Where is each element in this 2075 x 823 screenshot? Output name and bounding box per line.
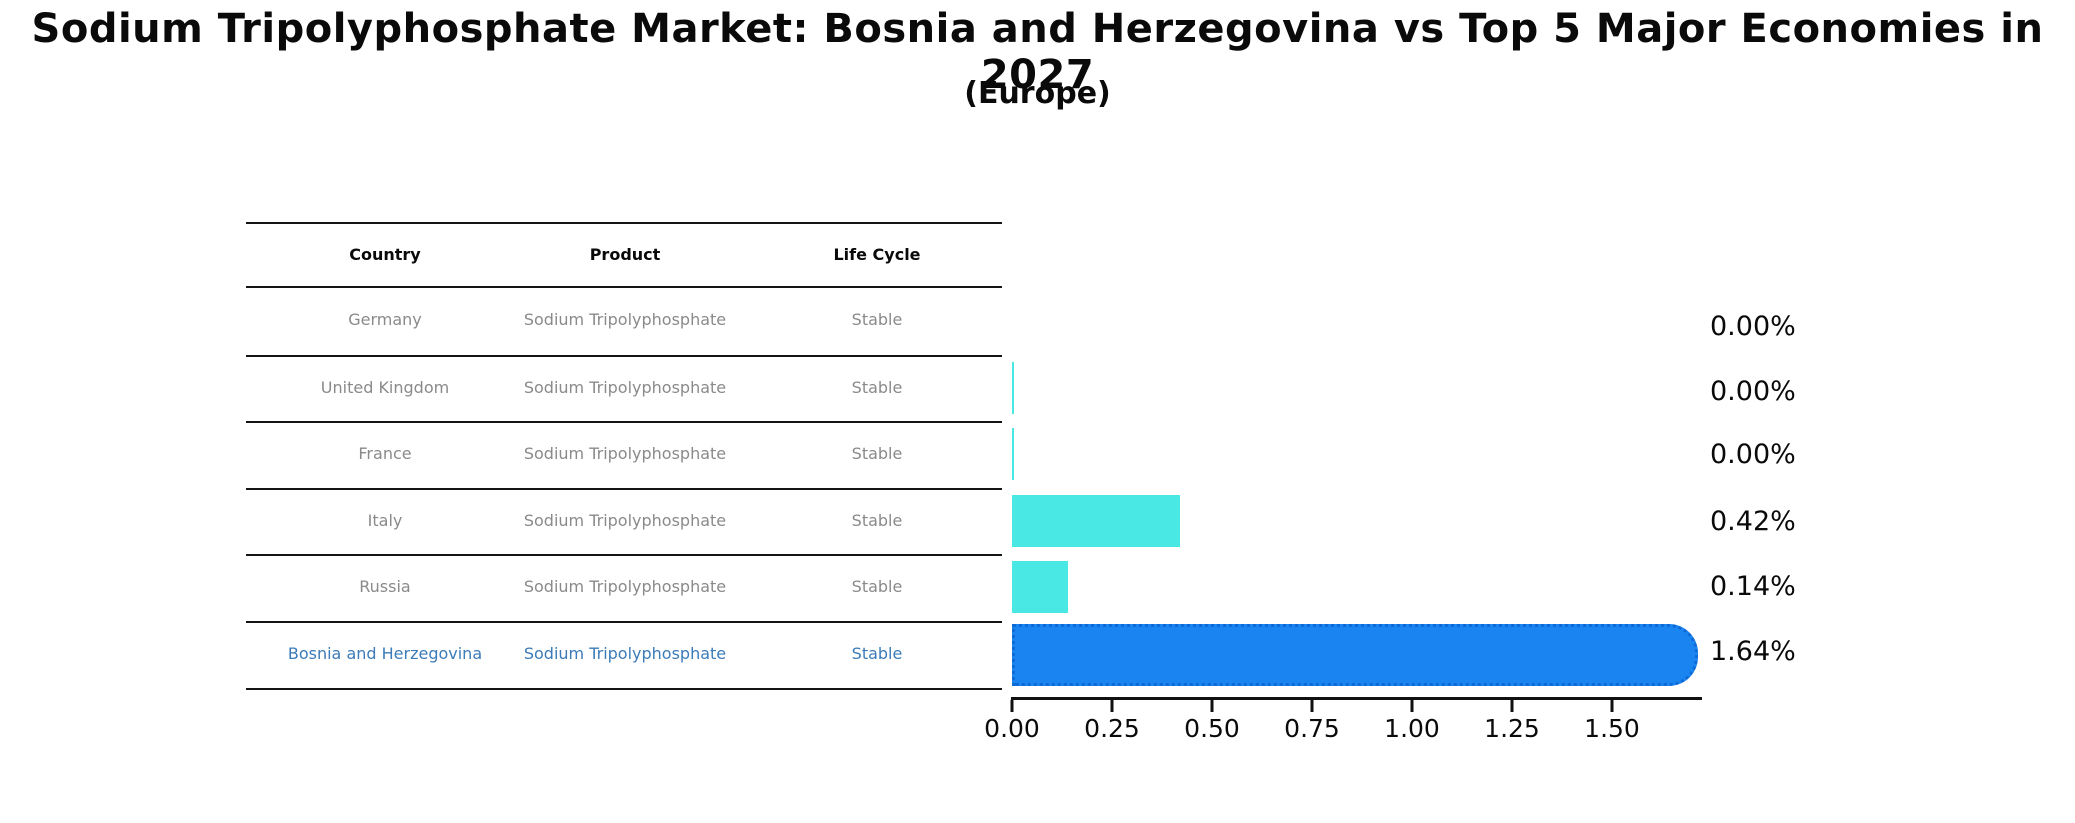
- chart-subtitle: (Europe): [964, 76, 1111, 111]
- cell-lifecycle: Stable: [851, 444, 903, 463]
- x-tick-mark: [1310, 700, 1314, 712]
- x-tick-label: 0.75: [1284, 714, 1340, 743]
- cell-country: Bosnia and Herzegovina: [287, 644, 483, 663]
- x-tick-mark: [1010, 700, 1014, 712]
- cell-lifecycle: Stable: [851, 378, 903, 397]
- table-divider: [246, 421, 1002, 423]
- x-tick-label: 0.25: [1084, 714, 1140, 743]
- x-tick-mark: [1210, 700, 1214, 712]
- table-divider: [246, 554, 1002, 556]
- value-label: 0.00%: [1710, 376, 1796, 407]
- table-divider: [246, 488, 1002, 490]
- x-tick-mark: [1410, 700, 1414, 712]
- x-tick-mark: [1510, 700, 1514, 712]
- table-header-lifecycle: Life Cycle: [833, 245, 921, 264]
- value-label: 0.00%: [1710, 311, 1796, 342]
- table-divider: [246, 222, 1002, 224]
- bar-united-kingdom: [1012, 362, 1014, 414]
- cell-country: Germany: [348, 310, 422, 329]
- table-header-country: Country: [349, 245, 421, 264]
- x-tick-label: 1.25: [1484, 714, 1540, 743]
- table-divider: [246, 286, 1002, 288]
- cell-lifecycle: Stable: [851, 644, 903, 663]
- bar-russia: [1012, 561, 1068, 613]
- cell-product: Sodium Tripolyphosphate: [523, 644, 727, 663]
- cell-product: Sodium Tripolyphosphate: [523, 577, 727, 596]
- cell-country: United Kingdom: [320, 378, 450, 397]
- x-axis-line: [1011, 697, 1702, 700]
- cell-country: Italy: [367, 511, 403, 530]
- table-divider: [246, 355, 1002, 357]
- x-tick-label: 1.50: [1584, 714, 1640, 743]
- bar-italy: [1012, 495, 1180, 547]
- cell-product: Sodium Tripolyphosphate: [523, 511, 727, 530]
- cell-country: France: [358, 444, 412, 463]
- value-label: 1.64%: [1710, 636, 1796, 667]
- cell-product: Sodium Tripolyphosphate: [523, 444, 727, 463]
- cell-country: Russia: [359, 577, 411, 596]
- x-tick-mark: [1110, 700, 1114, 712]
- cell-lifecycle: Stable: [851, 577, 903, 596]
- x-tick-label: 0.00: [984, 714, 1040, 743]
- table-divider: [246, 621, 1002, 623]
- chart-title: Sodium Tripolyphosphate Market: Bosnia a…: [31, 6, 2044, 98]
- cell-lifecycle: Stable: [851, 511, 903, 530]
- table-divider: [246, 688, 1002, 690]
- cell-product: Sodium Tripolyphosphate: [523, 310, 727, 329]
- cell-lifecycle: Stable: [851, 310, 903, 329]
- value-label: 0.14%: [1710, 571, 1796, 602]
- cell-product: Sodium Tripolyphosphate: [523, 378, 727, 397]
- x-tick-mark: [1610, 700, 1614, 712]
- x-tick-label: 1.00: [1384, 714, 1440, 743]
- bar-bosnia-and-herzegovina: [1012, 624, 1698, 686]
- table-header-product: Product: [589, 245, 661, 264]
- x-tick-label: 0.50: [1184, 714, 1240, 743]
- value-label: 0.00%: [1710, 439, 1796, 470]
- value-label: 0.42%: [1710, 506, 1796, 537]
- bar-france: [1012, 428, 1014, 480]
